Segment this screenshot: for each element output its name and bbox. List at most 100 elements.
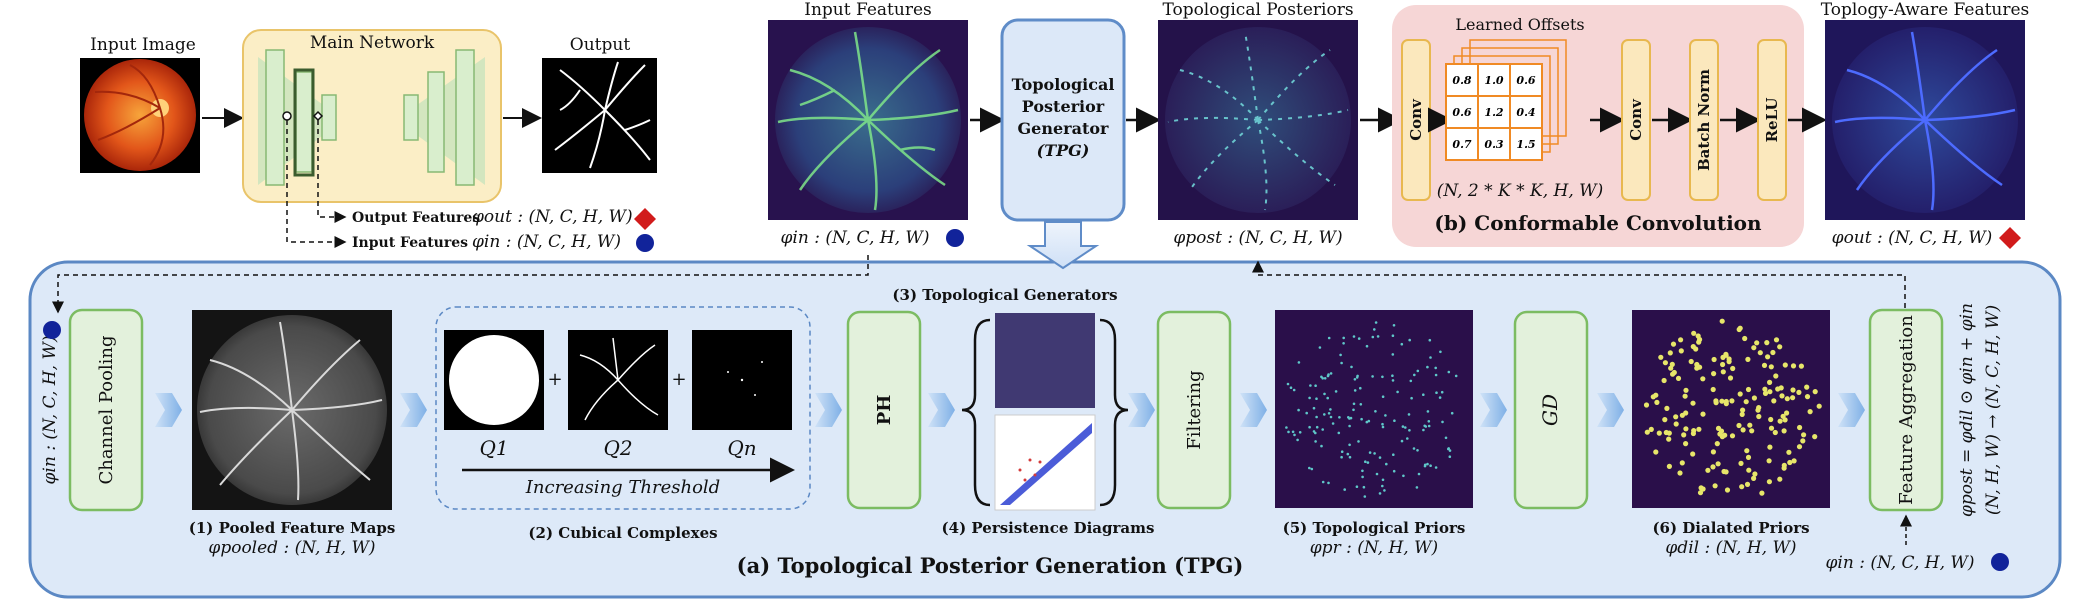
- prior-point: [1400, 439, 1404, 443]
- prior-point: [1801, 432, 1807, 438]
- prior-point: [1658, 354, 1664, 360]
- tpg-line4: (TPG): [1037, 141, 1090, 160]
- prior-point: [1653, 392, 1659, 398]
- blue-dot-icon: [946, 229, 964, 247]
- prior-point: [1314, 440, 1317, 443]
- prior-point: [1361, 475, 1364, 479]
- tpg-expand-arrow: [1026, 221, 1100, 270]
- prior-point: [1754, 340, 1760, 346]
- prior-point: [1422, 428, 1425, 432]
- prior-point: [1384, 414, 1387, 417]
- prior-point: [1742, 335, 1748, 342]
- prior-point: [1790, 387, 1796, 393]
- conv1-label: Conv: [1407, 98, 1425, 141]
- prior-point: [1391, 353, 1395, 356]
- q2-label: Q2: [603, 436, 632, 460]
- prior-point: [1664, 405, 1670, 411]
- red-diamond-icon: [634, 208, 656, 230]
- persistence-title: (4) Persistence Diagrams: [942, 519, 1155, 537]
- prior-point: [1362, 485, 1366, 489]
- topological-priors-image: [1275, 310, 1473, 508]
- prior-point: [1298, 431, 1302, 434]
- prior-point: [1749, 428, 1755, 434]
- tpg-panel-title: (a) Topological Posterior Generation (TP…: [737, 553, 1244, 578]
- network-feature-taps: [282, 110, 347, 248]
- priors-title: (5) Topological Priors: [1283, 519, 1466, 537]
- prior-point: [1422, 393, 1425, 397]
- prior-point: [1293, 433, 1296, 437]
- prior-point: [1744, 481, 1751, 487]
- red-diamond-icon: [1999, 227, 2021, 249]
- prior-point: [1670, 341, 1677, 347]
- prior-point: [1340, 455, 1343, 459]
- prior-point: [1662, 417, 1668, 423]
- prior-point: [1698, 485, 1704, 491]
- prior-point: [1342, 342, 1345, 345]
- prior-point: [1352, 408, 1355, 412]
- prior-point: [1393, 419, 1396, 423]
- prior-point: [1447, 447, 1450, 450]
- prior-point: [1353, 378, 1357, 381]
- prior-point: [1787, 459, 1793, 466]
- prior-point: [1784, 396, 1790, 402]
- prior-point: [1323, 377, 1327, 380]
- prior-point: [1705, 467, 1711, 473]
- prior-point: [1796, 444, 1803, 450]
- prior-point: [1666, 463, 1672, 469]
- prior-point: [1375, 472, 1379, 476]
- prior-point: [1350, 365, 1353, 369]
- prior-point: [1768, 416, 1774, 423]
- prior-point: [1309, 384, 1312, 387]
- prior-point: [1392, 453, 1395, 457]
- filtering-label: Filtering: [1184, 370, 1205, 449]
- prior-point: [1791, 458, 1797, 464]
- prior-point: [1757, 350, 1763, 356]
- input-image-label: Input Image: [90, 35, 196, 55]
- prior-point: [1678, 348, 1684, 354]
- prior-point: [1440, 390, 1444, 394]
- plus-sign: +: [671, 369, 686, 390]
- prior-point: [1740, 427, 1746, 433]
- prior-point: [1429, 356, 1432, 359]
- prior-point: [1729, 433, 1736, 439]
- prior-point: [1710, 464, 1716, 470]
- prior-point: [1807, 409, 1813, 415]
- prior-point: [1764, 340, 1770, 346]
- prior-point: [1738, 460, 1744, 466]
- prior-point: [1365, 344, 1369, 348]
- prior-point: [1710, 386, 1716, 393]
- prior-point: [1804, 384, 1810, 390]
- prior-point: [1683, 441, 1689, 447]
- prior-point: [1667, 350, 1673, 356]
- prior-point: [1718, 428, 1725, 434]
- topo-aware-image: [1825, 20, 2025, 220]
- gd-label: GD: [1538, 394, 1562, 426]
- prior-point: [1327, 481, 1330, 485]
- prior-point: [1736, 422, 1742, 429]
- prior-point: [1315, 397, 1318, 401]
- prior-point: [1374, 321, 1378, 324]
- prior-point: [1719, 318, 1725, 324]
- prior-point: [1690, 344, 1696, 350]
- prior-point: [1366, 461, 1370, 464]
- prior-point: [1329, 408, 1332, 411]
- prior-point: [1688, 358, 1694, 365]
- prior-point: [1391, 374, 1394, 378]
- prior-point: [1320, 444, 1323, 448]
- output-vessel-map: [542, 58, 657, 173]
- prior-point: [1429, 464, 1432, 468]
- prior-point: [1723, 398, 1729, 405]
- prior-point: [1679, 460, 1685, 466]
- prior-point: [1448, 455, 1452, 459]
- prior-point: [1694, 365, 1700, 371]
- prior-point: [1782, 362, 1788, 368]
- prior-point: [1715, 461, 1721, 467]
- batch-norm-label: Batch Norm: [1695, 69, 1713, 171]
- prior-point: [1373, 452, 1376, 455]
- tpg-line2: Posterior: [1022, 97, 1105, 116]
- flow-chevron: [928, 393, 955, 427]
- input-features-caption: φin : (N, C, H, W): [781, 228, 930, 248]
- prior-point: [1359, 386, 1362, 390]
- prior-point: [1297, 361, 1301, 364]
